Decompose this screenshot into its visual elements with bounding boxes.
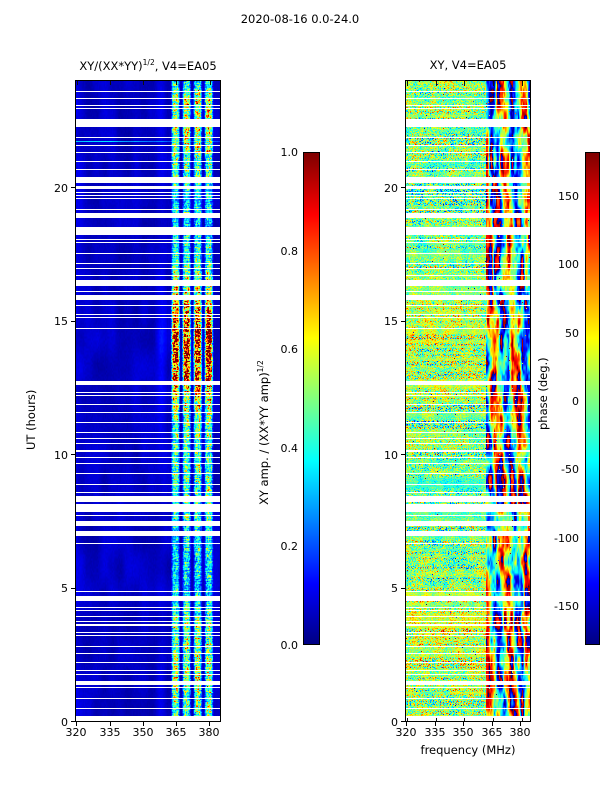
xtick-label-right-320: 320 [395,726,417,739]
panel-title-amplitude-ratio: XY/(XX*YY)1/2, V4=EA05 [75,58,221,73]
cbar-right-tick-neg50: -50 [561,463,579,476]
xtick-mark-right-365 [492,722,493,726]
ytick-label-10: 10 [54,449,68,462]
ytick-label-right-20: 20 [384,182,398,195]
ytick-mark-20 [71,187,75,188]
colorbar-label-phase: phase (deg.) [536,357,550,430]
colorbar-gradient-amplitude [304,153,319,644]
ytick-label-right-0: 0 [391,716,398,729]
ytick-mark-right-15 [401,321,405,322]
figure-suptitle: 2020-08-16 0.0-24.0 [240,12,360,26]
panel-title-phase-text: XY, V4=EA05 [429,58,507,72]
cbar-left-tick-0.8: 0.8 [280,245,299,258]
xtick-mark-left-320 [76,722,77,726]
xtick-mark-left-350 [143,722,144,726]
cbar-left-tick-1.0: 1.0 [280,146,299,159]
xtick-mark-left-335 [110,722,111,726]
cbar-left-tick-0.0: 0.0 [280,639,299,652]
heatmap-amplitude-ratio [76,81,220,721]
ytick-mark-right-0 [401,721,405,722]
cbar-left-tick-0.2: 0.2 [280,540,299,553]
cbar-right-tick-neg150: -150 [554,600,579,613]
xtick-mark-left-380 [209,722,210,726]
ytick-label-right-15: 15 [384,315,398,328]
ytick-label-15: 15 [54,315,68,328]
xtick-mark-left-365 [176,722,177,726]
ytick-label-right-5: 5 [391,582,398,595]
ytick-label-5: 5 [61,582,68,595]
ytick-mark-right-10 [401,454,405,455]
ylabel-ut-hours: UT (hours) [24,389,38,450]
ytick-mark-15 [71,321,75,322]
heatmap-phase [406,81,530,721]
xtick-label-right-365: 365 [481,726,503,739]
colorbar-gradient-phase [586,153,599,644]
ytick-label-20: 20 [54,182,68,195]
panel-title-phase: XY, V4=EA05 [405,58,531,72]
xlabel-frequency: frequency (MHz) [420,743,516,757]
ytick-mark-0 [71,721,75,722]
cbar-right-tick-neg100: -100 [554,532,579,545]
cbar-left-tick-0.6: 0.6 [280,343,299,356]
axes-phase[interactable] [405,80,531,722]
colorbar-label-amplitude-ratio: XY amp. / (XX*YY amp)1/2 [256,360,271,505]
colorbar-phase[interactable] [585,152,600,645]
xtick-label-left-320: 320 [65,726,87,739]
axes-amplitude-ratio[interactable] [75,80,221,722]
xtick-label-right-335: 335 [424,726,446,739]
ytick-label-right-10: 10 [384,449,398,462]
xtick-mark-right-320 [406,722,407,726]
ytick-mark-right-20 [401,187,405,188]
xtick-label-right-380: 380 [509,726,531,739]
ytick-mark-right-5 [401,588,405,589]
xtick-label-left-380: 380 [198,726,220,739]
cbar-right-tick-0: 0 [572,395,579,408]
ytick-mark-10 [71,454,75,455]
xtick-label-left-365: 365 [165,726,187,739]
xtick-label-left-335: 335 [99,726,121,739]
xtick-label-left-350: 350 [132,726,154,739]
xtick-mark-right-380 [520,722,521,726]
ytick-mark-5 [71,588,75,589]
cbar-left-tick-0.4: 0.4 [280,442,299,455]
colorbar-amplitude-ratio[interactable] [303,152,320,645]
xtick-mark-right-335 [435,722,436,726]
cbar-right-tick-150: 150 [558,190,579,203]
cbar-right-tick-50: 50 [565,327,579,340]
ytick-label-0: 0 [61,716,68,729]
xtick-label-right-350: 350 [452,726,474,739]
panel-title-amplitude-ratio-text: XY/(XX*YY)1/2, V4=EA05 [79,58,217,73]
xtick-mark-right-350 [463,722,464,726]
cbar-right-tick-100: 100 [558,258,579,271]
